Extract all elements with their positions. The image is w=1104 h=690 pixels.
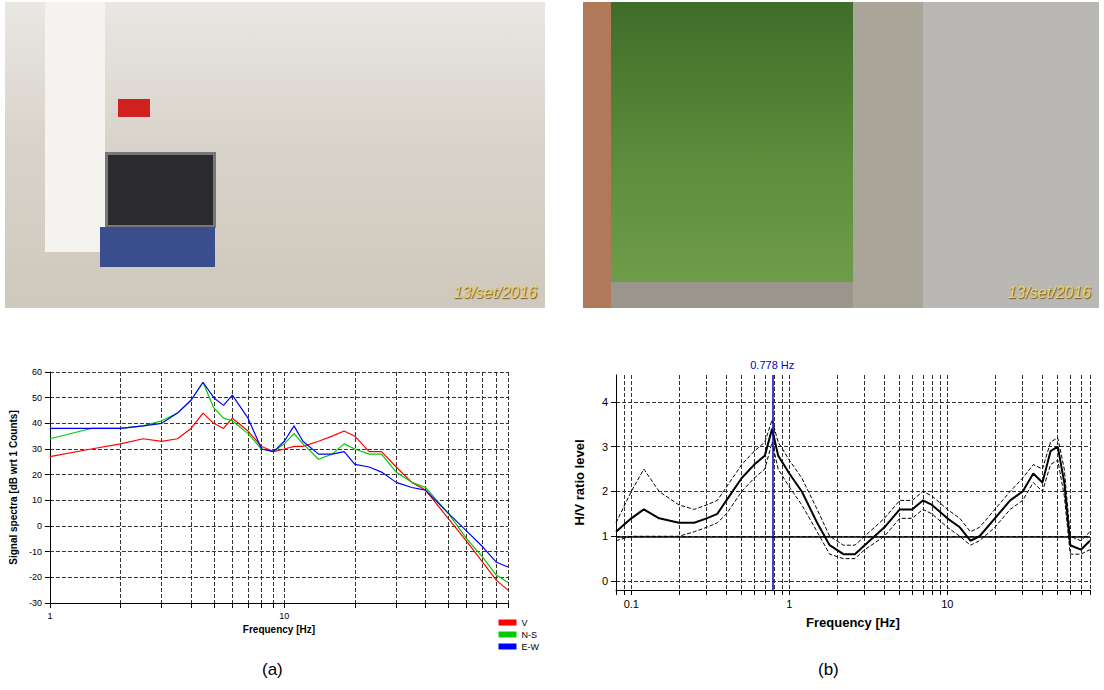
svg-text:20: 20 [32, 470, 42, 480]
svg-text:-30: -30 [29, 598, 42, 608]
svg-text:10: 10 [32, 495, 42, 505]
svg-text:3: 3 [602, 441, 608, 453]
svg-text:Frequency [Hz]: Frequency [Hz] [243, 624, 315, 635]
svg-text:1: 1 [47, 611, 52, 621]
svg-text:H/V ratio level: H/V ratio level [572, 440, 587, 526]
svg-text:10: 10 [941, 598, 953, 610]
svg-text:40: 40 [32, 418, 42, 428]
svg-text:4: 4 [602, 396, 608, 408]
svg-text:1: 1 [786, 598, 792, 610]
svg-text:10: 10 [279, 611, 289, 621]
html-text:(a): (a) [262, 660, 283, 679]
svg-text:0: 0 [37, 521, 42, 531]
svg-text:0.1: 0.1 [624, 598, 639, 610]
html-text:(b): (b) [818, 660, 839, 679]
svg-text:60: 60 [32, 367, 42, 377]
svg-text:Frequency [Hz]: Frequency [Hz] [806, 615, 900, 630]
html-text:13/set/2016: 13/set/2016 [1007, 284, 1091, 301]
svg-text:Signal spectra [dB wrt 1 Count: Signal spectra [dB wrt 1 Counts] [8, 410, 19, 564]
svg-text:E-W: E-W [522, 642, 540, 652]
svg-text:0.778 Hz: 0.778 Hz [750, 359, 794, 371]
svg-text:1: 1 [602, 530, 608, 542]
svg-text:V: V [522, 618, 528, 628]
svg-text:N-S: N-S [522, 630, 538, 640]
svg-text:0: 0 [602, 575, 608, 587]
svg-text:50: 50 [32, 393, 42, 403]
svg-text:-10: -10 [29, 547, 42, 557]
svg-text:2: 2 [602, 485, 608, 497]
html-text:13/set/2016: 13/set/2016 [453, 284, 537, 301]
svg-text:30: 30 [32, 444, 42, 454]
svg-text:-20: -20 [29, 572, 42, 582]
